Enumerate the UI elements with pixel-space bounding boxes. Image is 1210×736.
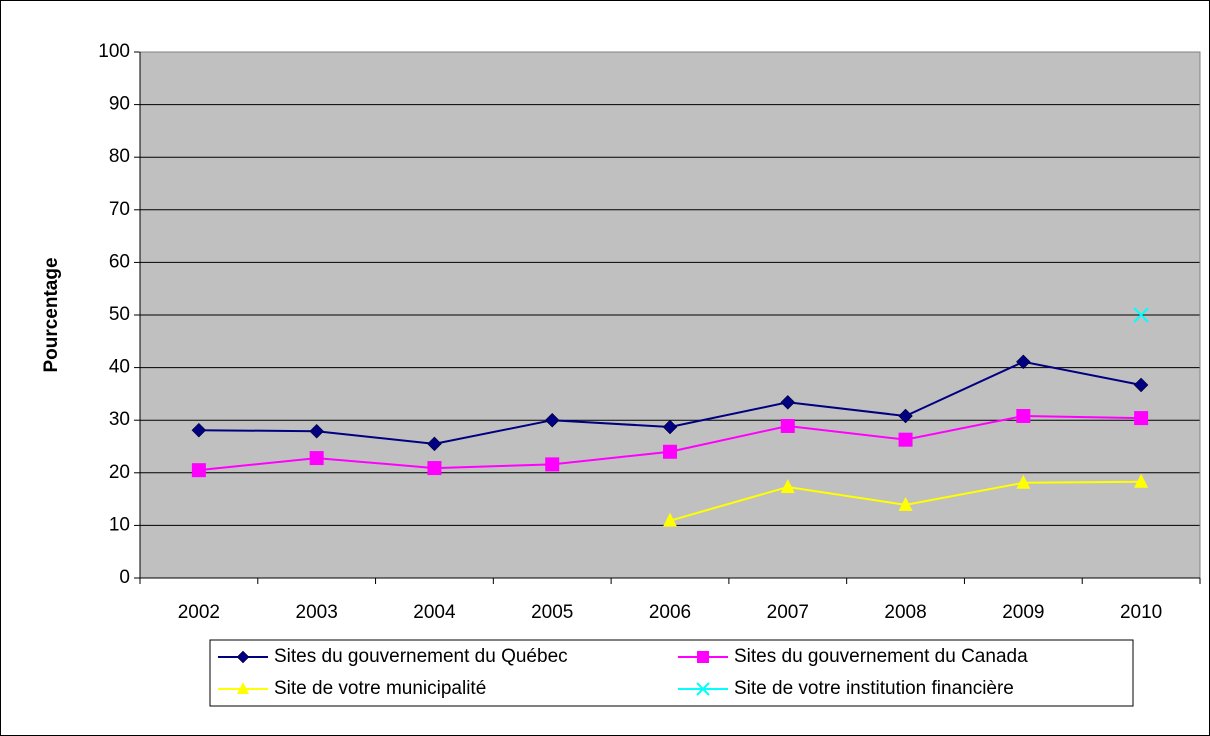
point — [1015, 354, 1031, 370]
y-tick-label: 30 — [109, 409, 130, 430]
point — [236, 650, 250, 664]
point — [696, 682, 710, 696]
y-tick-label: 60 — [109, 251, 130, 272]
point — [663, 512, 677, 527]
point — [1133, 307, 1149, 323]
point — [191, 463, 206, 478]
point — [545, 457, 560, 472]
y-tick-label: 20 — [109, 462, 130, 483]
y-tick-label: 70 — [109, 199, 130, 220]
legend-label: Sites du gouvernement du Québec — [274, 646, 568, 667]
point — [1134, 473, 1149, 488]
point — [697, 651, 709, 663]
y-tick-label: 100 — [98, 41, 130, 62]
x-tick-label: 2005 — [531, 602, 573, 623]
point — [1134, 411, 1149, 426]
y-tick-label: 0 — [119, 567, 130, 588]
legend-label: Sites du gouvernement du Canada — [734, 646, 1028, 667]
point — [309, 423, 325, 439]
y-tick-label: 10 — [109, 514, 130, 535]
point — [780, 418, 795, 433]
x-tick-label: 2007 — [767, 602, 809, 623]
x-tick-label: 2008 — [884, 602, 926, 623]
legend-label: Site de votre institution financière — [734, 678, 1014, 699]
point — [1016, 474, 1031, 489]
point — [662, 419, 678, 435]
x-tick-label: 2009 — [1002, 602, 1044, 623]
y-axis-label: Pourcentage — [41, 257, 62, 372]
point — [191, 422, 207, 438]
point — [780, 479, 795, 494]
point — [898, 496, 913, 511]
point — [427, 436, 442, 452]
legend-label: Site de votre municipalité — [274, 678, 486, 699]
point — [1016, 408, 1031, 423]
point — [1133, 377, 1149, 393]
point — [663, 444, 677, 459]
x-tick-label: 2002 — [178, 602, 220, 623]
point — [898, 432, 913, 447]
point — [237, 682, 249, 694]
point — [427, 461, 442, 476]
point — [309, 451, 324, 466]
y-tick-label: 40 — [109, 357, 130, 378]
x-tick-label: 2003 — [296, 602, 338, 623]
point — [780, 394, 796, 410]
point — [544, 412, 560, 428]
y-tick-label: 90 — [109, 94, 130, 115]
y-tick-label: 80 — [109, 146, 130, 167]
legend-box — [209, 639, 1134, 707]
y-tick-label: 50 — [109, 304, 130, 325]
x-tick-label: 2010 — [1120, 602, 1162, 623]
x-tick-label: 2004 — [413, 602, 456, 623]
point — [898, 408, 913, 424]
x-tick-label: 2006 — [649, 602, 691, 623]
